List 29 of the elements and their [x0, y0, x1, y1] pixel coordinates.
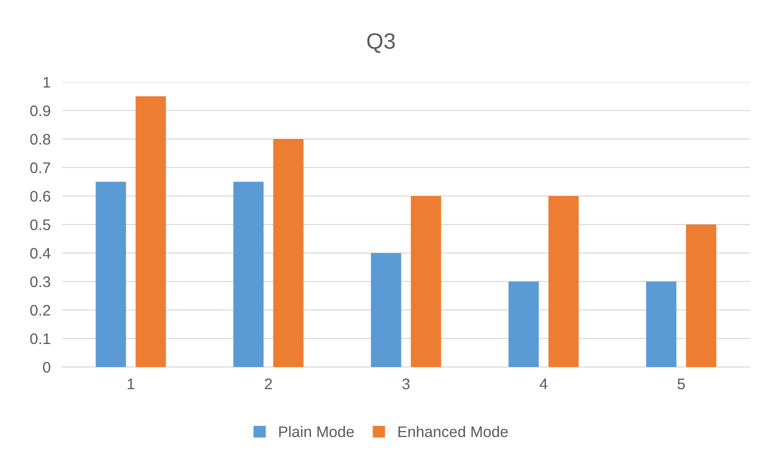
bar [508, 282, 539, 367]
chart-title: Q3 [367, 33, 395, 53]
y-tick-label: 0.1 [30, 333, 50, 344]
bar [136, 96, 166, 367]
x-tick-label: 1 [128, 378, 134, 390]
x-tick-label: 4 [540, 378, 548, 390]
y-tick-label: 0.4 [30, 248, 50, 259]
bar [370, 253, 402, 367]
y-tick-label: 0.9 [30, 105, 50, 116]
y-tick-label: 1 [44, 77, 50, 88]
y-tick-label: 0.7 [30, 162, 50, 174]
y-tick-label: 0 [42, 362, 50, 373]
legend-label: Enhanced Mode [398, 426, 508, 438]
y-tick-label: 0.6 [30, 190, 50, 202]
y-tick-label: 0.3 [30, 276, 50, 288]
bar [410, 196, 442, 367]
bar [233, 182, 264, 367]
bar [686, 224, 716, 367]
x-tick-label: 3 [402, 378, 410, 390]
bar [548, 196, 579, 367]
y-tick-label: 0.8 [30, 134, 50, 145]
bar [646, 282, 676, 367]
bar [96, 182, 126, 367]
y-tick-label: 0.2 [30, 304, 50, 316]
bar [273, 139, 304, 367]
x-tick-label: 2 [264, 378, 272, 390]
legend-label: Plain Mode [279, 426, 354, 438]
x-tick-label: 5 [678, 378, 685, 390]
y-tick-label: 0.5 [30, 219, 50, 230]
